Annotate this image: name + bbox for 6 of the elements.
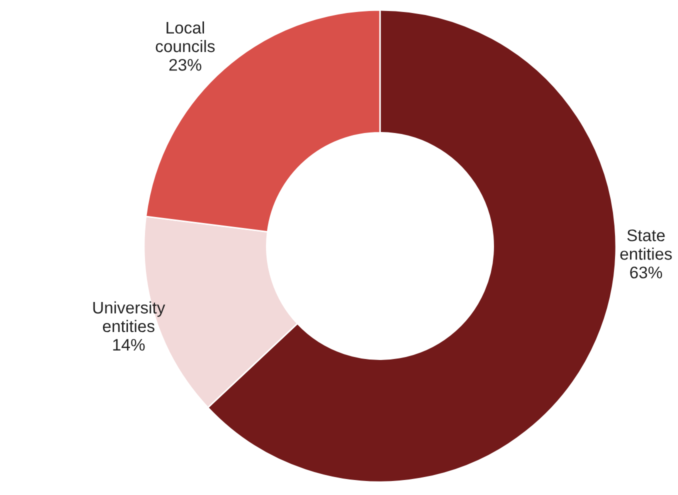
data-label: 23% bbox=[169, 58, 202, 71]
data-label: 63% bbox=[630, 266, 662, 278]
slice-label: University entities bbox=[93, 301, 166, 332]
data-label: 14% bbox=[113, 338, 145, 351]
slice-label: State entities bbox=[620, 229, 672, 260]
slice-label: Local councils bbox=[156, 21, 215, 52]
